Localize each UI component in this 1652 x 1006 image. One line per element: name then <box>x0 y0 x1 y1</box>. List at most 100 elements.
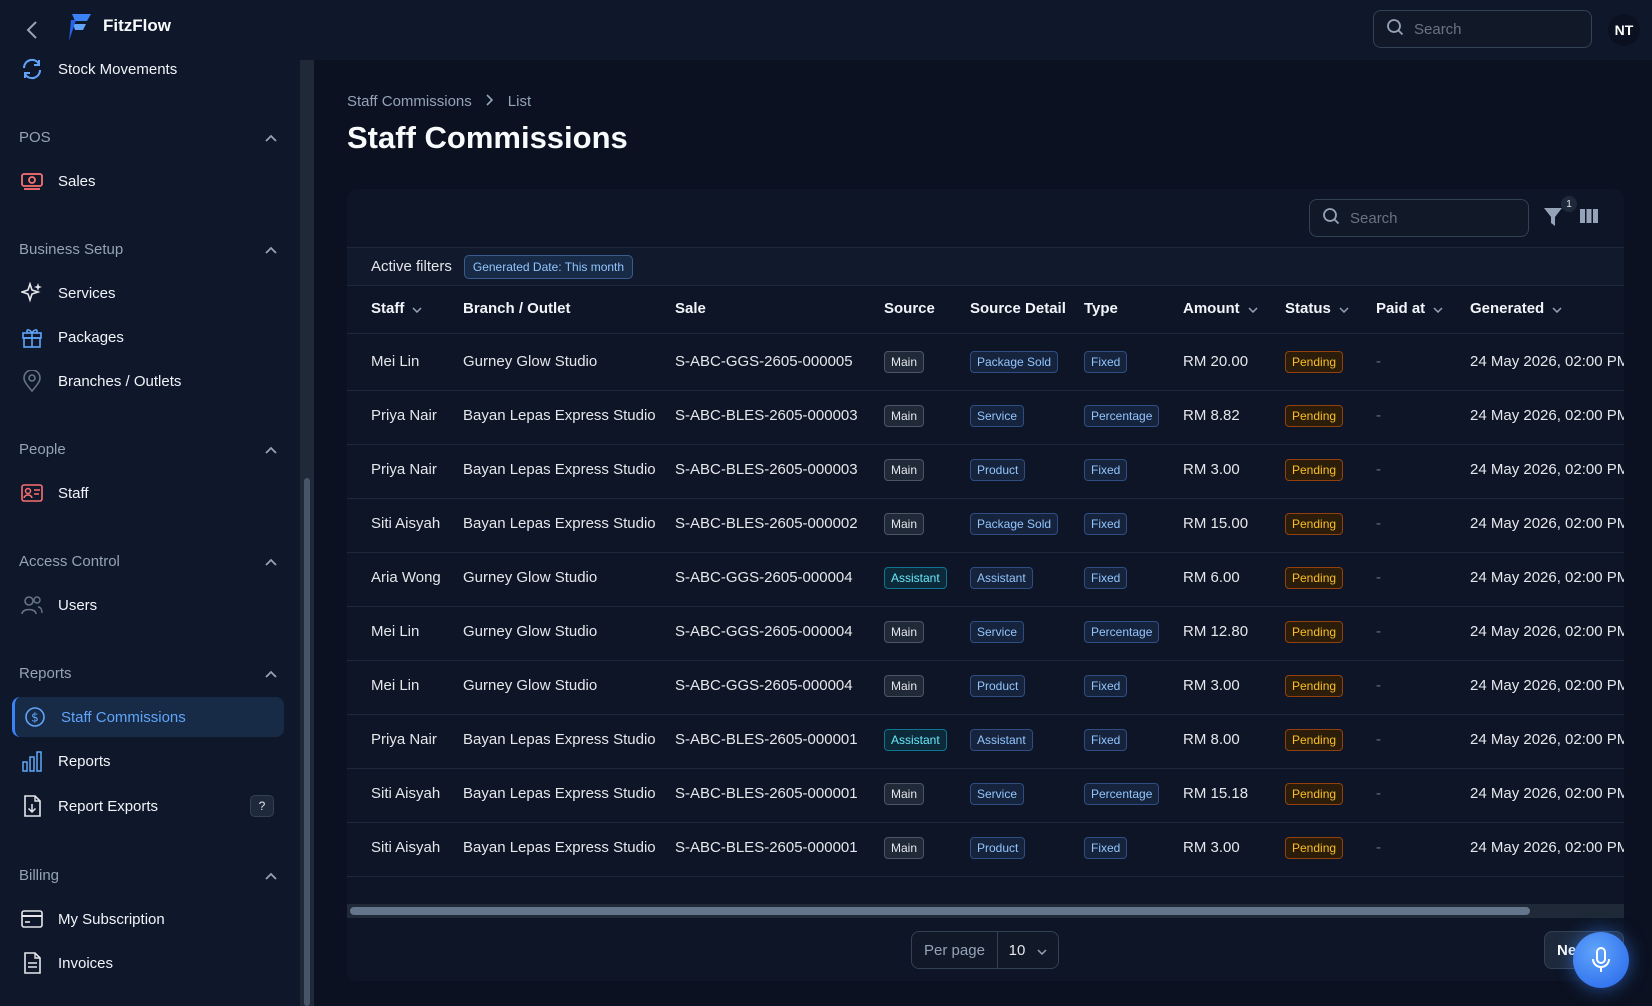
cell-sale: S-ABC-GGS-2605-000004 <box>675 677 853 694</box>
table-search[interactable] <box>1309 199 1529 237</box>
cell-branch: Bayan Lepas Express Studio <box>463 839 656 856</box>
group-title: Reports <box>19 664 72 682</box>
horizontal-scrollbar-thumb[interactable] <box>350 907 1530 915</box>
table-row[interactable]: Priya Nair Bayan Lepas Express Studio S-AB… <box>347 712 1624 769</box>
sidebar-item-staff[interactable]: Staff <box>12 473 284 513</box>
cell-amount: RM 3.00 <box>1183 677 1240 694</box>
table-search-input[interactable] <box>1350 209 1500 227</box>
microphone-icon[interactable] <box>1573 932 1629 988</box>
cell-sale: S-ABC-GGS-2605-000004 <box>675 623 853 640</box>
active-filters-bar: Active filters Generated Date: This mont… <box>347 248 1624 286</box>
brand-name[interactable]: FitzFlow <box>103 16 171 35</box>
group-title: POS <box>19 128 51 146</box>
sidebar-group-people[interactable]: People <box>19 437 277 461</box>
col-header-paid-at[interactable]: Paid at <box>1376 300 1443 317</box>
cell-branch: Gurney Glow Studio <box>463 353 598 370</box>
cell-source-badge: Main <box>884 783 925 805</box>
sidebar-item-packages[interactable]: Packages <box>12 317 284 357</box>
help-badge[interactable]: ? <box>250 795 274 817</box>
sidebar-group-reports[interactable]: Reports <box>19 661 277 685</box>
horizontal-scrollbar[interactable] <box>347 904 1624 918</box>
col-header-source: Source <box>884 300 935 317</box>
back-icon[interactable] <box>20 16 44 44</box>
cell-staff: Siti Aisyah <box>371 839 441 856</box>
filter-icon[interactable] <box>1543 206 1565 230</box>
table-row[interactable]: Mei Lin Gurney Glow Studio S-ABC-GGS-2605-… <box>347 334 1624 391</box>
group-title: Billing <box>19 866 60 884</box>
col-header-status[interactable]: Status <box>1285 300 1349 317</box>
cell-branch: Bayan Lepas Express Studio <box>463 407 656 424</box>
cell-source-detail-badge: Package Sold <box>970 351 1059 373</box>
cash-icon <box>20 169 44 193</box>
cell-sale: S-ABC-GGS-2605-000004 <box>675 569 853 586</box>
columns-icon[interactable] <box>1579 207 1601 229</box>
table-row[interactable]: Siti Aisyah Bayan Lepas Express Studio S-A… <box>347 496 1624 553</box>
cell-generated: 24 May 2026, 02:00 PM <box>1470 839 1624 856</box>
sidebar-item-label: Services <box>58 284 116 302</box>
per-page-value-wrap[interactable]: 10 <box>998 942 1058 959</box>
sidebar-item-reports[interactable]: Reports <box>12 741 284 781</box>
filter-chip[interactable]: Generated Date: This month <box>463 254 634 279</box>
avatar[interactable]: NT <box>1608 14 1640 46</box>
cell-sale: S-ABC-BLES-2605-000001 <box>675 785 858 802</box>
cell-sale: S-ABC-BLES-2605-000001 <box>675 731 858 748</box>
sidebar-group-pos[interactable]: POS <box>19 125 277 149</box>
chevron-up-icon[interactable] <box>265 129 277 146</box>
commissions-table-card: 1 Active filters Generated Date: This mo… <box>347 189 1624 981</box>
per-page-select[interactable]: Per page 10 <box>911 931 1059 969</box>
chevron-up-icon[interactable] <box>265 553 277 570</box>
status-badge: Pending <box>1285 405 1344 427</box>
table-row[interactable]: Aria Wong Gurney Glow Studio S-ABC-GGS-260… <box>347 550 1624 607</box>
chevron-up-icon[interactable] <box>265 441 277 458</box>
cell-type-badge: Fixed <box>1084 459 1128 481</box>
chevron-up-icon[interactable] <box>265 665 277 682</box>
sidebar-group-billing[interactable]: Billing <box>19 863 277 887</box>
sidebar-item-sales[interactable]: Sales <box>12 161 284 201</box>
col-header-amount[interactable]: Amount <box>1183 300 1258 317</box>
table-toolbar: 1 <box>347 189 1624 248</box>
sidebar-item-users[interactable]: Users <box>12 585 284 625</box>
sidebar-item-stock-movements[interactable]: Stock Movements <box>12 49 284 89</box>
cell-sale: S-ABC-BLES-2605-000003 <box>675 407 858 424</box>
table-row[interactable]: Siti Aisyah Bayan Lepas Express Studio S-A… <box>347 766 1624 823</box>
chevron-up-icon[interactable] <box>265 867 277 884</box>
col-header-staff[interactable]: Staff <box>371 300 422 317</box>
sidebar-scrollbar-thumb[interactable] <box>304 478 310 1006</box>
cell-source-detail-badge: Product <box>970 837 1026 859</box>
cell-amount: RM 3.00 <box>1183 461 1240 478</box>
global-search-input[interactable] <box>1414 20 1564 38</box>
sidebar-item-label: Users <box>58 596 98 614</box>
sidebar-scrollbar[interactable] <box>300 60 314 1006</box>
sidebar-item-staff-commissions[interactable]: $ Staff Commissions <box>12 697 284 737</box>
users-icon <box>20 593 44 617</box>
sidebar-group-access-control[interactable]: Access Control <box>19 549 277 573</box>
col-header-generated[interactable]: Generated <box>1470 300 1562 317</box>
filter-count-badge: 1 <box>1561 196 1577 212</box>
cell-amount: RM 3.00 <box>1183 839 1240 856</box>
sidebar-item-branches-outlets[interactable]: Branches / Outlets <box>12 361 284 401</box>
cell-amount: RM 15.18 <box>1183 785 1249 802</box>
cell-paid-at: - <box>1376 569 1381 586</box>
sidebar-item-report-exports[interactable]: Report Exports ? <box>12 786 284 826</box>
table-row[interactable]: Priya Nair Bayan Lepas Express Studio S-AB… <box>347 388 1624 445</box>
cell-sale: S-ABC-BLES-2605-000001 <box>675 839 858 856</box>
table-row[interactable]: Priya Nair Bayan Lepas Express Studio S-AB… <box>347 442 1624 499</box>
cell-branch: Bayan Lepas Express Studio <box>463 461 656 478</box>
sidebar-item-services[interactable]: Services <box>12 273 284 313</box>
col-header-label: Branch / Outlet <box>463 300 571 317</box>
table-row[interactable]: Mei Lin Gurney Glow Studio S-ABC-GGS-2605-… <box>347 658 1624 715</box>
cell-type-badge: Fixed <box>1084 729 1128 751</box>
fitzflow-logo-icon[interactable] <box>66 12 92 42</box>
chevron-up-icon[interactable] <box>265 241 277 258</box>
dollar-circle-icon: $ <box>23 705 47 729</box>
col-header-label: Amount <box>1183 300 1240 317</box>
sidebar-item-invoices[interactable]: Invoices <box>12 943 284 983</box>
global-search[interactable] <box>1373 10 1592 48</box>
table-row[interactable]: Siti Aisyah Bayan Lepas Express Studio S-A… <box>347 820 1624 877</box>
col-header-label: Sale <box>675 300 706 317</box>
table-row[interactable]: Mei Lin Gurney Glow Studio S-ABC-GGS-2605-… <box>347 604 1624 661</box>
breadcrumb-parent[interactable]: Staff Commissions <box>347 93 472 110</box>
sidebar-group-business-setup[interactable]: Business Setup <box>19 237 277 261</box>
cell-sale: S-ABC-BLES-2605-000003 <box>675 461 858 478</box>
sidebar-item-my-subscription[interactable]: My Subscription <box>12 899 284 939</box>
